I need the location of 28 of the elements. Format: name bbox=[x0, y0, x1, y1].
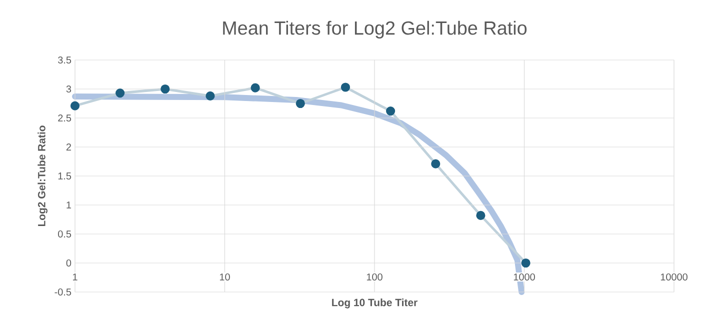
point bbox=[116, 88, 125, 98]
point bbox=[160, 84, 170, 94]
x-tick-label: 10000 bbox=[660, 273, 688, 281]
point bbox=[70, 101, 80, 110]
y-tick-label: 3 bbox=[66, 85, 72, 93]
point bbox=[296, 98, 305, 108]
point bbox=[340, 82, 350, 92]
x-tick-label: 1 bbox=[72, 274, 78, 280]
x-axis-title: Log 10 Tube Titer bbox=[332, 298, 418, 308]
y-tick-label: 2.5 bbox=[58, 114, 72, 122]
y-tick-label: -0.5 bbox=[54, 288, 72, 296]
point bbox=[386, 106, 396, 116]
y-tick-label: 0 bbox=[66, 259, 72, 267]
point bbox=[250, 83, 260, 92]
y-tick-label: 2 bbox=[66, 144, 71, 150]
point bbox=[521, 258, 530, 268]
point bbox=[431, 159, 440, 168]
point bbox=[206, 91, 215, 101]
y-axis-title: Log2 Gel:Tube Ratio bbox=[38, 126, 48, 226]
point bbox=[476, 210, 486, 220]
x-tick-label: 1000 bbox=[514, 273, 535, 281]
y-tick-label: 0.5 bbox=[58, 230, 72, 238]
y-tick-label: 1.5 bbox=[58, 172, 72, 180]
y-tick-label: 3.5 bbox=[58, 56, 72, 64]
chart-title: Mean Titers for Log2 Gel:Tube Ratio bbox=[223, 20, 527, 38]
x-tick-label: 10 bbox=[220, 273, 230, 281]
x-tick-label: 100 bbox=[366, 273, 382, 281]
y-tick-label: 1 bbox=[66, 202, 71, 208]
